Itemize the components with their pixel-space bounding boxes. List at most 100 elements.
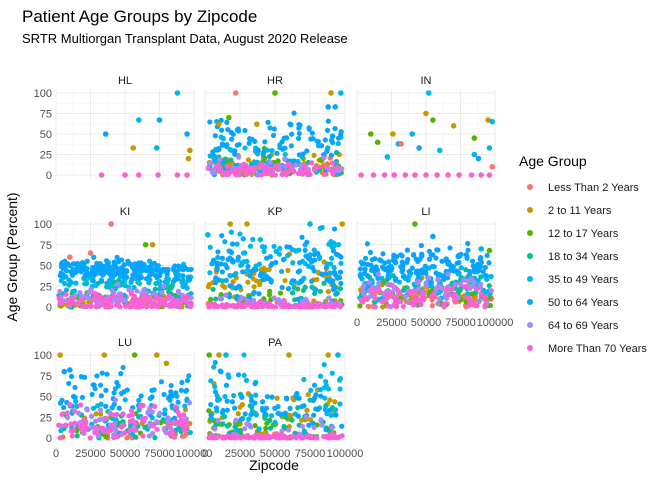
data-point bbox=[130, 145, 137, 151]
data-point bbox=[331, 432, 337, 438]
legend-label: Less Than 2 Years bbox=[548, 182, 639, 194]
data-point bbox=[482, 294, 489, 300]
data-point bbox=[276, 251, 282, 257]
data-point bbox=[227, 146, 233, 153]
data-point bbox=[219, 141, 226, 147]
data-points bbox=[358, 90, 496, 178]
data-point bbox=[248, 393, 254, 399]
data-point bbox=[235, 128, 242, 134]
data-point bbox=[108, 424, 115, 430]
data-point bbox=[319, 422, 325, 428]
data-point bbox=[242, 127, 248, 134]
data-point bbox=[171, 297, 178, 303]
data-point bbox=[271, 243, 277, 250]
data-point bbox=[179, 266, 185, 272]
data-point bbox=[469, 258, 476, 264]
data-point bbox=[72, 420, 78, 426]
data-point bbox=[154, 273, 160, 279]
data-point bbox=[156, 117, 163, 123]
data-point bbox=[286, 161, 292, 167]
data-point bbox=[282, 156, 288, 162]
data-point bbox=[393, 275, 399, 282]
data-point bbox=[380, 264, 386, 270]
data-point bbox=[253, 266, 259, 273]
data-point bbox=[244, 171, 250, 177]
legend: Age Group Less Than 2 Years 2 to 11 Years… bbox=[519, 153, 647, 355]
data-point bbox=[67, 303, 73, 309]
data-point bbox=[266, 418, 272, 424]
data-point bbox=[215, 249, 221, 255]
data-point bbox=[73, 398, 79, 405]
data-point bbox=[465, 247, 471, 253]
data-point bbox=[242, 411, 248, 417]
data-point bbox=[295, 170, 302, 177]
data-point bbox=[208, 378, 214, 384]
data-point bbox=[476, 297, 483, 304]
x-tick-label: 75000 bbox=[144, 448, 175, 460]
data-point bbox=[113, 302, 119, 308]
data-points bbox=[206, 352, 341, 358]
data-point bbox=[179, 379, 185, 386]
data-point bbox=[217, 157, 223, 163]
data-point bbox=[152, 266, 158, 273]
data-point bbox=[334, 164, 341, 170]
data-point bbox=[310, 397, 316, 403]
data-point bbox=[94, 302, 100, 308]
facet-strip-label: PA bbox=[268, 337, 283, 349]
data-point bbox=[127, 304, 133, 310]
data-point bbox=[227, 221, 233, 227]
data-point bbox=[235, 411, 241, 417]
data-point bbox=[390, 131, 396, 137]
data-point bbox=[97, 382, 104, 388]
data-point bbox=[242, 250, 248, 256]
data-point bbox=[439, 258, 445, 264]
data-point bbox=[83, 425, 89, 431]
data-point bbox=[68, 269, 74, 275]
data-point bbox=[260, 151, 266, 157]
data-point bbox=[302, 247, 308, 253]
data-point bbox=[412, 289, 418, 295]
data-point bbox=[114, 433, 120, 439]
data-point bbox=[282, 277, 288, 284]
legend-item: Less Than 2 Years bbox=[527, 182, 639, 194]
data-point bbox=[94, 260, 100, 266]
data-point bbox=[133, 427, 139, 433]
data-point bbox=[118, 295, 124, 301]
data-point bbox=[119, 279, 125, 286]
data-point bbox=[370, 172, 377, 178]
data-point bbox=[99, 370, 105, 376]
data-point bbox=[308, 433, 314, 440]
data-point bbox=[244, 258, 250, 264]
data-point bbox=[465, 278, 471, 284]
y-tick-label: 50 bbox=[40, 392, 52, 404]
data-point bbox=[325, 288, 331, 295]
data-point bbox=[141, 418, 147, 424]
data-point bbox=[153, 145, 160, 151]
data-point bbox=[332, 126, 338, 132]
data-point bbox=[108, 303, 114, 310]
data-point bbox=[205, 284, 212, 290]
data-point bbox=[234, 241, 240, 247]
data-point bbox=[284, 396, 290, 402]
data-point bbox=[72, 288, 78, 294]
data-point bbox=[295, 296, 301, 302]
data-point bbox=[131, 352, 138, 358]
data-point bbox=[328, 412, 334, 418]
data-point bbox=[271, 295, 277, 301]
data-point bbox=[175, 409, 181, 415]
data-point bbox=[429, 263, 436, 270]
data-point bbox=[486, 247, 493, 254]
data-point bbox=[224, 142, 230, 148]
data-point bbox=[129, 276, 135, 282]
data-point bbox=[65, 297, 71, 304]
point-cloud bbox=[56, 364, 194, 441]
data-point bbox=[58, 428, 64, 434]
data-point bbox=[163, 360, 170, 367]
data-point bbox=[318, 373, 324, 379]
data-point bbox=[134, 288, 140, 294]
data-point bbox=[456, 172, 462, 178]
data-point bbox=[309, 265, 316, 271]
point-cloud bbox=[357, 240, 495, 310]
data-points bbox=[57, 352, 170, 375]
data-point bbox=[328, 261, 334, 267]
